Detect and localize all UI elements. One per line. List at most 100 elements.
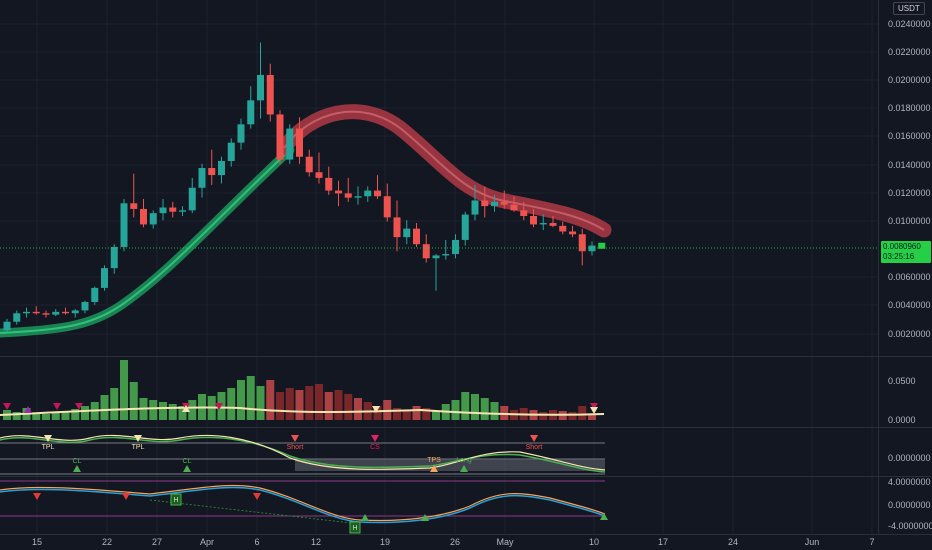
pane-separator	[0, 476, 932, 477]
candle-body	[539, 223, 547, 225]
price-tick: 0.0020000	[888, 329, 931, 339]
candle-body	[101, 268, 108, 288]
volume-bar	[354, 398, 362, 420]
volume-bar	[120, 360, 128, 420]
osc1-line-green	[0, 436, 606, 473]
volume-bar	[324, 392, 333, 420]
time-tick: 7	[869, 537, 875, 547]
candle-body	[510, 204, 518, 211]
candle-body	[461, 214, 469, 240]
signal-tpl-marker	[134, 435, 142, 442]
currency-badge[interactable]: USDT	[893, 2, 925, 15]
time-tick: 26	[449, 537, 461, 547]
volume-bar	[412, 406, 421, 420]
price-tick: 0.0100000	[888, 216, 931, 226]
volume-bar	[71, 409, 80, 420]
live-candle	[598, 242, 606, 249]
signal-short-label: Short	[287, 444, 304, 451]
volume-bar	[217, 392, 226, 420]
osc2-down-marker	[33, 493, 41, 500]
volume-bar	[373, 406, 382, 420]
oscillator-1-pane	[0, 434, 606, 475]
signal-tpl-label: TPL	[132, 444, 145, 451]
signals: TPL TPL CL CL Short CS TPS Long Short H H	[3, 403, 608, 534]
osc2-tick: -4.0000000	[888, 521, 932, 531]
candle-body	[276, 114, 284, 160]
price-axis-line	[878, 0, 879, 534]
volume-signal-marker	[53, 403, 61, 410]
candle-body	[266, 74, 274, 115]
trend-band-green	[0, 145, 295, 338]
signal-long-marker	[460, 465, 468, 472]
osc1-tick: 0.0000000	[888, 453, 931, 463]
candle-body	[159, 207, 167, 214]
oscillator-2-pane	[0, 480, 606, 525]
candle-body	[130, 203, 138, 209]
price-tick: 0.0040000	[888, 300, 931, 310]
candle-body	[315, 172, 323, 178]
candles	[3, 42, 606, 332]
volume-bar	[276, 392, 284, 420]
time-tick: 6	[254, 537, 260, 547]
time-tick: 24	[727, 537, 739, 547]
candle-body	[3, 321, 11, 331]
volume-bar	[383, 400, 392, 420]
price-tick: 0.0240000	[888, 19, 931, 29]
candle-countdown: 03:25:16	[883, 252, 915, 261]
volume-bar	[246, 376, 255, 420]
osc2-up-marker	[421, 514, 429, 521]
signal-tpl-marker	[44, 435, 52, 442]
time-tick: 10	[588, 537, 600, 547]
candle-body	[247, 100, 255, 125]
candle-body	[120, 203, 128, 247]
volume-bar	[32, 413, 41, 420]
time-tick: 19	[379, 537, 391, 547]
volume-bar	[490, 402, 499, 420]
candle-body	[374, 190, 381, 197]
candle-body	[208, 168, 216, 176]
trend-band-green-core	[0, 149, 291, 334]
current-price-tag: 0.0080960 03:25:16	[881, 241, 931, 263]
price-tick: 0.0060000	[888, 272, 931, 282]
time-tick: May	[496, 537, 514, 547]
candle-body	[257, 74, 264, 101]
candle-body	[422, 244, 430, 259]
candle-body	[32, 311, 40, 314]
osc2-up-marker	[600, 513, 608, 520]
candle-body	[62, 311, 69, 314]
candle-body	[52, 311, 60, 315]
volume-bar	[334, 390, 343, 420]
signal-cl-marker	[73, 465, 81, 472]
candle-body	[149, 213, 157, 225]
volume-bar	[402, 410, 411, 420]
volume-bar	[178, 406, 187, 420]
volume-bar	[539, 412, 548, 420]
volume-tick: 0.0500	[888, 376, 916, 386]
volume-signal-marker	[215, 403, 223, 410]
price-tick: 0.0140000	[888, 160, 931, 170]
candle-body	[559, 225, 567, 232]
candle-body	[491, 201, 498, 207]
candle-body	[500, 201, 508, 205]
candle-body	[471, 200, 479, 215]
volume-pane	[0, 360, 605, 420]
signal-cs-marker	[371, 435, 379, 442]
volume-bar	[461, 392, 470, 420]
candle-body	[432, 255, 440, 259]
time-tick: Apr	[199, 537, 215, 547]
candle-body	[344, 193, 352, 198]
osc2-line-orange	[0, 484, 606, 522]
osc2-down-marker	[253, 493, 261, 500]
signal-cl-label: CL	[73, 458, 82, 465]
candle-body	[481, 200, 489, 207]
signal-short-marker	[291, 435, 299, 442]
volume-signal-marker	[590, 407, 598, 414]
candle-body	[413, 228, 420, 245]
grid	[0, 0, 878, 534]
osc2-tick: 0.0000000	[888, 500, 931, 510]
volume-bar	[500, 406, 509, 420]
current-price: 0.0080960	[883, 242, 921, 251]
price-tick: 0.0120000	[888, 188, 931, 198]
time-tick: 22	[101, 537, 113, 547]
